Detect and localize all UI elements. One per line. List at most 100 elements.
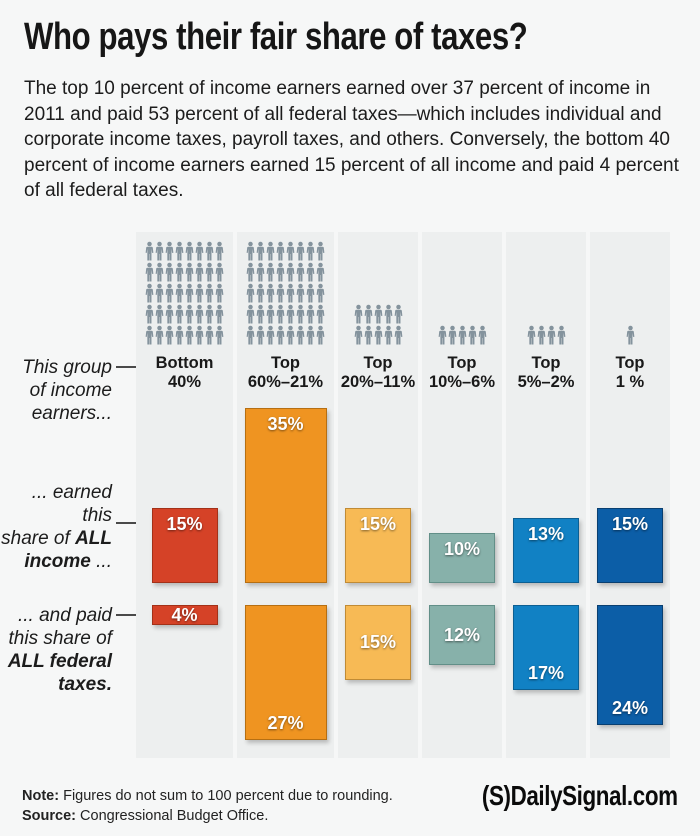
person-icon [256,283,265,303]
income-bar-value: 15% [166,514,203,534]
people-pictogram [237,240,334,345]
person-icon [195,283,204,303]
person-icon [155,241,164,261]
person-icon [145,283,154,303]
tax-bar-value: 15% [359,632,397,652]
person-icon [374,304,382,324]
people-pictogram [338,303,418,345]
person-icon [145,325,154,345]
person-icon [266,262,275,282]
person-icon [195,262,204,282]
tax-bar: 24% [597,605,663,725]
group-label: Top 20%–11% [340,354,416,391]
pictogram-row [590,325,670,345]
person-icon [266,304,275,324]
person-icon [286,304,295,324]
person-icon [246,325,255,345]
person-icon [205,304,214,324]
person-icon [256,304,265,324]
person-icon [316,262,325,282]
person-icon [438,325,446,345]
person-icon [195,241,204,261]
person-icon [165,325,174,345]
person-icon [306,325,315,345]
income-bar-value: 13% [527,524,565,544]
annotation-group: This group of income earners... [0,356,112,425]
person-icon [557,325,565,345]
income-group-column-5: Top 5%–2% 13% 17% [506,232,586,758]
person-icon [185,325,194,345]
income-group-column-2: Top 60%–21% 35% 27% [237,232,334,758]
person-icon [527,325,535,345]
person-icon [296,283,305,303]
income-bar-value: 15% [359,514,397,534]
person-icon [276,262,285,282]
people-pictogram [136,240,233,345]
person-icon [306,262,315,282]
person-icon [175,325,184,345]
person-icon [175,304,184,324]
person-icon [215,325,224,345]
person-icon [374,325,382,345]
note-label: Note: [22,788,60,804]
group-label: Top 10%–6% [428,354,496,391]
person-icon [626,325,634,345]
pictogram-row [136,283,233,303]
person-icon [354,325,362,345]
annotation-paid: ... and paid this share of ALL federal t… [0,604,112,696]
person-icon [205,241,214,261]
person-icon [175,241,184,261]
people-pictogram [422,324,502,345]
pictogram-row [136,241,233,261]
page-title: Who pays their fair share of taxes? [24,16,528,58]
person-icon [448,325,456,345]
person-icon [205,283,214,303]
person-icon [205,325,214,345]
pictogram-row [136,304,233,324]
income-bar: 13% [513,518,579,583]
income-group-column-1: Bottom 40% 15% 4% [136,232,233,758]
income-group-column-4: Top 10%–6% 10% 12% [422,232,502,758]
person-icon [246,262,255,282]
person-icon [165,283,174,303]
people-pictogram [506,324,586,345]
annotation-line: ... earned this [31,482,112,526]
person-icon [384,325,392,345]
daily-signal-logo: (S)DailySignal.com [482,780,678,811]
pictogram-row [237,325,334,345]
person-icon [394,304,402,324]
person-icon [175,283,184,303]
annotation-bold: taxes. [58,674,112,695]
pictogram-row [338,304,418,324]
tax-bar: 17% [513,605,579,690]
footer-note: Note: Figures do not sum to 100 percent … [22,786,393,826]
person-icon [384,304,392,324]
person-icon [195,325,204,345]
pictogram-row [136,325,233,345]
person-icon [185,241,194,261]
person-icon [316,241,325,261]
tax-bar-value: 4% [171,604,198,625]
person-icon [165,241,174,261]
income-bar: 35% [244,408,327,583]
source-text: Congressional Budget Office. [76,808,269,824]
person-icon [537,325,545,345]
person-icon [306,241,315,261]
person-icon [458,325,466,345]
person-icon [205,262,214,282]
person-icon [286,283,295,303]
person-icon [165,262,174,282]
annotation-earned: ... earned this share of ALL income ... [0,481,112,573]
person-icon [547,325,555,345]
tax-share-chart: This group of income earners... ... earn… [0,232,700,758]
annotation-bold: ALL [75,528,112,549]
annotation-bold: ALL federal [7,651,112,672]
tax-bar-value: 17% [527,663,565,683]
income-group-column-6: Top 1 % 15% 24% [590,232,670,758]
person-icon [266,325,275,345]
person-icon [185,283,194,303]
income-bar-value: 35% [267,414,304,434]
annotation-line: ... and paid [17,605,112,626]
person-icon [185,304,194,324]
person-icon [256,241,265,261]
